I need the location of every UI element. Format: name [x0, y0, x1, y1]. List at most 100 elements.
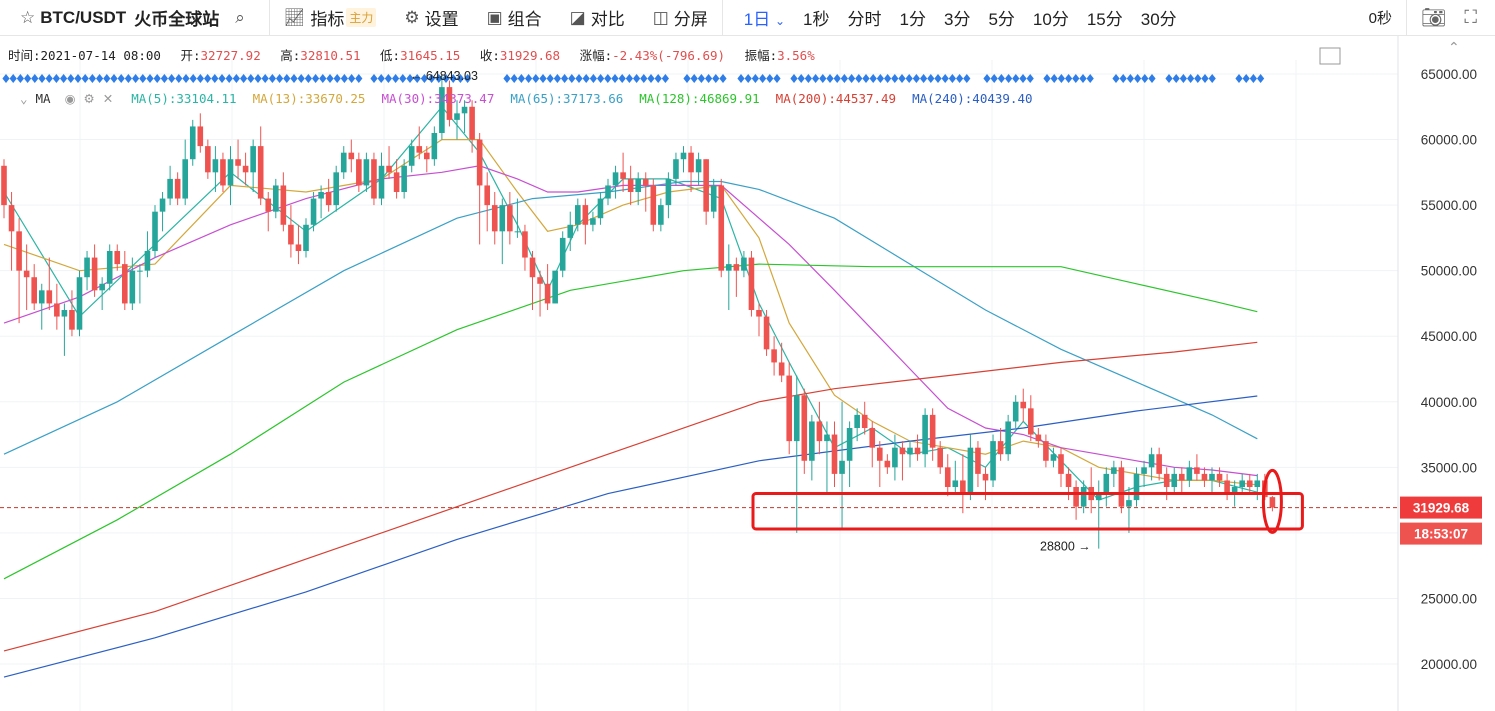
event-marker-icon	[81, 74, 89, 83]
candle-body	[1254, 480, 1261, 487]
chevron-down-icon: ⌄	[774, 14, 786, 28]
event-marker-icon	[464, 74, 472, 83]
interval-30m[interactable]: 30分	[1140, 10, 1177, 29]
event-marker-icon	[225, 74, 233, 83]
event-marker-icon	[683, 74, 691, 83]
interval-1m[interactable]: 1分	[899, 10, 926, 29]
interval-bar: 1日 ⌄ 1秒 分时 1分 3分 5分 10分 15分 30分	[723, 0, 1196, 36]
eye-icon[interactable]: ◉	[64, 91, 76, 106]
compare-label: 对比	[590, 10, 625, 29]
fullscreen-icon[interactable]: ⛶	[1464, 7, 1477, 27]
candle	[129, 257, 136, 310]
event-marker-icon	[1235, 74, 1243, 83]
candle-body	[884, 460, 891, 468]
event-marker-icon	[553, 74, 561, 83]
indicators-label: 指标	[310, 10, 345, 29]
candle	[703, 159, 709, 225]
event-marker-icon	[319, 74, 327, 83]
star-icon[interactable]: ☆	[20, 7, 36, 27]
candle	[1141, 460, 1147, 487]
price-axis[interactable]: 65000.00 60000.00 55000.00 50000.00 45000.00…	[1319, 36, 1482, 711]
candle-body	[303, 224, 309, 251]
ma5-label: MA(5):33104.11	[131, 91, 237, 106]
candle-body	[499, 205, 506, 232]
candle	[446, 80, 453, 127]
candle-body	[318, 192, 324, 199]
candle	[1043, 434, 1049, 468]
event-marker-icon	[826, 74, 834, 83]
event-marker-icon	[983, 74, 991, 83]
event-marker-icon	[812, 74, 820, 83]
candle	[786, 362, 792, 455]
combo-icon: ▣	[486, 7, 503, 27]
interval-3m[interactable]: 3分	[943, 10, 971, 29]
event-marker-icon	[449, 74, 457, 83]
candle-body	[1194, 467, 1200, 474]
candle	[824, 421, 830, 494]
event-marker-icon	[290, 74, 298, 83]
candle-body	[1028, 408, 1034, 435]
event-marker-icon	[712, 74, 720, 83]
candle-body	[748, 257, 755, 310]
event-marker-icon	[211, 74, 219, 83]
interval-timeline[interactable]: 分时	[847, 10, 882, 29]
event-marker-icon	[2, 74, 10, 83]
interval-1s[interactable]: 1秒	[803, 10, 830, 29]
candle-body	[227, 159, 234, 186]
event-marker-icon	[525, 74, 533, 83]
change-value: -2.43%(-796.69)	[612, 48, 726, 63]
candle	[189, 119, 196, 166]
candle	[756, 303, 762, 337]
candle-body	[1043, 441, 1049, 461]
interval-15m[interactable]: 15分	[1086, 10, 1123, 29]
candle	[884, 454, 891, 474]
combo-button[interactable]: ▣ 组合	[473, 0, 556, 36]
event-marker-icon	[60, 74, 68, 83]
split-screen-label: 分屏	[673, 10, 708, 29]
event-marker-icon	[891, 74, 899, 83]
compare-button[interactable]: ◪ 对比	[556, 0, 639, 36]
event-marker-icon	[168, 74, 176, 83]
price-tick-label: 20000.00	[1421, 657, 1477, 672]
gear-icon[interactable]: ⚙	[83, 91, 95, 106]
event-marker-icon	[326, 74, 334, 83]
candle-body	[220, 159, 226, 186]
event-marker-icon	[1065, 74, 1073, 83]
candle	[650, 178, 657, 232]
candle-body	[1103, 473, 1110, 494]
candle-body	[590, 218, 596, 225]
amplitude-value: 3.56%	[777, 48, 815, 63]
event-marker-icon	[876, 74, 884, 83]
calendar-icon	[1319, 47, 1341, 65]
candle-body	[854, 414, 860, 428]
collapse-icon[interactable]: ⌄	[20, 91, 28, 106]
indicators-button[interactable]: 📈︎ 指标 主力	[270, 0, 391, 36]
event-marker-icon	[355, 74, 363, 83]
close-icon[interactable]: ✕	[102, 91, 114, 106]
interval-selected[interactable]: 1日 ⌄	[744, 5, 785, 30]
candle	[295, 224, 302, 265]
price-tick-label: 40000.00	[1421, 395, 1477, 410]
price-tick-label: 55000.00	[1421, 198, 1477, 213]
event-marker-icon	[340, 74, 348, 83]
candle	[582, 198, 589, 245]
candle	[695, 152, 702, 186]
camera-icon[interactable]: 📷︎	[1421, 7, 1447, 29]
interval-5m[interactable]: 5分	[988, 10, 1015, 29]
candle-body	[16, 231, 22, 271]
settings-button[interactable]: ⚙ 设置	[390, 0, 472, 36]
candle-body	[484, 185, 490, 206]
candle-body	[1058, 454, 1064, 474]
candlestick-chart[interactable]: ← 64843.03 28800 → 65000.00 60000.00 55000.…	[0, 36, 1495, 711]
candle-body	[567, 224, 574, 238]
split-screen-button[interactable]: ◫ 分屏	[639, 0, 722, 36]
candle-body	[952, 480, 959, 487]
symbol-selector[interactable]: ☆ BTC/USDT 火币全球站 ⌕	[0, 0, 269, 36]
candle	[846, 421, 853, 487]
candle	[408, 139, 415, 173]
search-icon[interactable]: ⌕	[235, 7, 245, 27]
event-marker-icon	[132, 74, 140, 83]
interval-10m[interactable]: 10分	[1032, 10, 1069, 29]
event-marker-icon	[160, 74, 168, 83]
candle	[831, 421, 838, 487]
